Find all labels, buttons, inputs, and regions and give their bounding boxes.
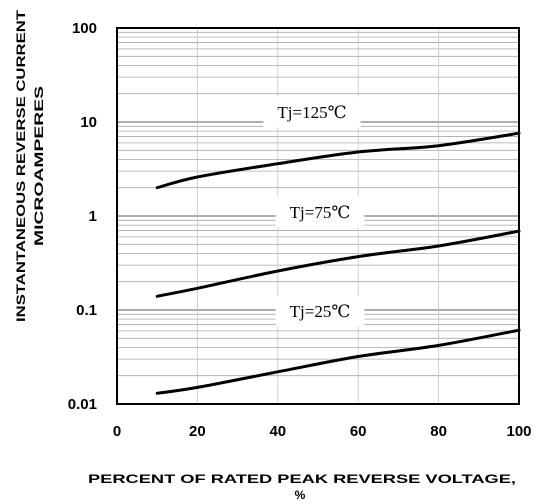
x-tick-labels: 0 20 40 60 80 100 — [113, 423, 532, 440]
x-tick-label: 20 — [189, 423, 206, 440]
plot-frame — [116, 27, 520, 405]
x-axis-label-line-2: % — [295, 488, 306, 502]
y-tick-label: 0.01 — [68, 396, 97, 413]
y-tick-label: 100 — [72, 20, 97, 37]
x-tick-label: 0 — [113, 423, 121, 440]
series-label-1: Tj=75℃ — [290, 203, 351, 222]
y-tick-label: 10 — [80, 114, 97, 131]
series-labels: Tj=125℃ Tj=75℃ Tj=25℃ — [277, 103, 350, 321]
x-tick-label: 80 — [430, 423, 447, 440]
series-line-1 — [155, 229, 521, 298]
y-tick-labels: 100 10 1 0.1 0.01 — [68, 20, 97, 413]
series-label-backgrounds — [263, 96, 365, 327]
y-tick-label: 0.1 — [76, 302, 97, 319]
series-lines — [155, 131, 521, 395]
x-tick-label: 100 — [506, 423, 531, 440]
series-line-2 — [155, 328, 521, 395]
series-label-background — [263, 96, 361, 128]
series-label-0: Tj=125℃ — [277, 103, 346, 122]
y-axis-label-line-2: MICROAMPERES — [32, 86, 46, 246]
series-label-background — [275, 295, 365, 327]
x-axis-label-line-1: PERCENT OF RATED PEAK REVERSE VOLTAGE, — [88, 472, 516, 486]
series-label-2: Tj=25℃ — [290, 302, 351, 321]
series-label-background — [275, 196, 365, 228]
y-axis-label-line-1: INSTANTANEOUS REVERSE CURRENT — [14, 9, 28, 322]
x-tick-label: 60 — [350, 423, 367, 440]
series-line-0 — [155, 131, 521, 190]
x-tick-label: 40 — [269, 423, 286, 440]
y-tick-label: 1 — [89, 208, 97, 225]
